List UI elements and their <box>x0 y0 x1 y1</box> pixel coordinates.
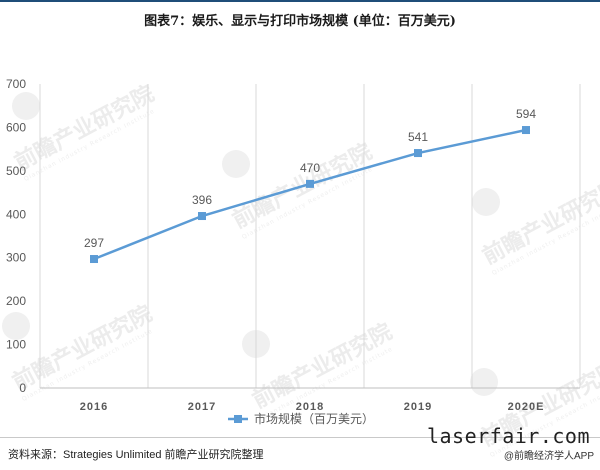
data-label: 594 <box>516 107 536 121</box>
y-tick-label: 300 <box>6 251 26 265</box>
x-tick-label: 2019 <box>404 401 432 413</box>
chart-title: 图表7：娱乐、显示与打印市场规模 (单位：百万美元) <box>144 14 456 29</box>
footer-rule <box>0 437 600 438</box>
app-credit: @前瞻经济学人APP <box>503 451 594 462</box>
data-point <box>90 255 98 264</box>
legend-label: 市场规模（百万美元） <box>254 411 374 426</box>
y-tick-label: 100 <box>6 338 26 352</box>
data-label: 470 <box>300 161 320 175</box>
y-tick-label: 0 <box>19 381 26 395</box>
data-point <box>414 149 422 158</box>
data-label: 541 <box>408 130 428 144</box>
y-tick-label: 700 <box>6 77 26 91</box>
x-tick-label: 2017 <box>188 401 216 413</box>
series-line <box>93 128 527 261</box>
x-tick-label: 2020E <box>508 401 545 413</box>
y-tick-label: 600 <box>6 120 26 134</box>
data-point <box>522 126 530 135</box>
x-tick-label: 2016 <box>80 401 108 413</box>
data-point <box>198 212 206 221</box>
y-tick-label: 400 <box>6 207 26 221</box>
data-point <box>306 179 314 188</box>
legend-marker <box>234 415 242 423</box>
data-label: 297 <box>84 236 104 250</box>
header-rule <box>0 0 600 2</box>
x-tick-label: 2018 <box>296 401 324 413</box>
site-watermark: laserfair.com <box>426 424 590 448</box>
source-note: 资料来源：Strategies Unlimited 前瞻产业研究院整理 <box>8 449 264 461</box>
data-label: 396 <box>192 193 212 207</box>
y-tick-label: 500 <box>6 164 26 178</box>
y-tick-label: 200 <box>6 294 26 308</box>
